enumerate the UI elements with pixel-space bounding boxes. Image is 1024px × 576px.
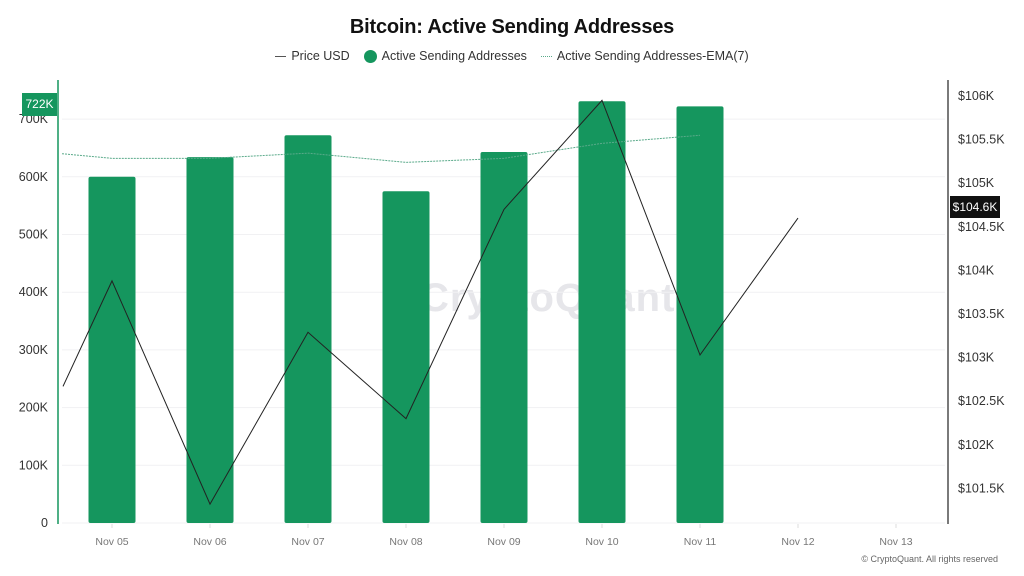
legend-item-price[interactable]: Price USD	[275, 49, 350, 63]
left-tick-label: 500K	[19, 228, 49, 242]
bar-series	[88, 101, 724, 524]
bar[interactable]	[382, 191, 430, 523]
bar[interactable]	[480, 151, 528, 523]
right-tick-label: $105.5K	[958, 133, 1005, 147]
price-line	[62, 99, 799, 506]
right-axis-value-badge: $104.6K	[950, 196, 1000, 218]
bar[interactable]	[186, 157, 234, 523]
x-tick-label: Nov 12	[781, 536, 814, 548]
bar[interactable]	[578, 101, 626, 523]
left-tick-label: 0	[41, 516, 48, 530]
right-tick-label: $103K	[958, 351, 995, 365]
x-tick-label: Nov 11	[684, 536, 717, 548]
bar[interactable]	[676, 106, 724, 523]
x-axis-ticks: Nov 05 Nov 06 Nov 07 Nov 08 Nov 09 Nov 10 Nov …	[95, 524, 913, 548]
legend: Price USD Active Sending Addresses Activ…	[0, 49, 1024, 63]
bar[interactable]	[284, 135, 332, 524]
left-tick-label: 300K	[19, 343, 49, 357]
chart-title: Bitcoin: Active Sending Addresses	[349, 16, 675, 38]
ema-line	[61, 134, 701, 163]
left-tick-label: 400K	[19, 285, 49, 299]
right-axis-ticks: $101.5K $102K $102.5K $103K $103.5K $104K $104…	[958, 89, 1005, 495]
legend-item-ema[interactable]: Active Sending Addresses-EMA(7)	[540, 49, 749, 63]
left-tick-label: 600K	[19, 170, 49, 184]
line-swatch-icon	[275, 55, 287, 57]
right-tick-label: $104K	[958, 263, 995, 277]
x-tick-label: Nov 06	[193, 536, 226, 548]
ema-series	[61, 134, 701, 163]
right-tick-label: $102.5K	[958, 394, 1005, 408]
price-series	[62, 99, 799, 506]
left-tick-label: 100K	[19, 458, 49, 472]
right-tick-label: $106K	[958, 89, 995, 103]
dashed-swatch-icon	[540, 55, 552, 57]
legend-label-ema: Active Sending Addresses-EMA(7)	[556, 49, 749, 63]
left-axis-value-badge: 722K	[22, 93, 57, 116]
legend-item-bars[interactable]: Active Sending Addresses	[363, 49, 527, 63]
right-tick-label: $102K	[958, 438, 995, 452]
legend-label-price: Price USD	[291, 49, 350, 63]
right-tick-label: $104.5K	[958, 220, 1005, 234]
x-tick-label: Nov 13	[879, 536, 912, 548]
x-tick-label: Nov 05	[95, 536, 128, 548]
right-tick-label: $105K	[958, 176, 995, 190]
x-tick-label: Nov 07	[291, 536, 324, 548]
right-tick-label: $101.5K	[958, 481, 1005, 495]
x-tick-label: Nov 10	[585, 536, 618, 548]
copyright: © CryptoQuant. All rights reserved	[861, 554, 998, 564]
x-tick-label: Nov 09	[487, 536, 520, 548]
dot-swatch-icon	[363, 49, 377, 63]
x-tick-label: Nov 08	[389, 536, 422, 548]
left-tick-label: 200K	[19, 401, 49, 415]
right-tick-label: $103.5K	[958, 307, 1005, 321]
bar[interactable]	[88, 176, 136, 524]
legend-label-bars: Active Sending Addresses	[381, 49, 527, 63]
